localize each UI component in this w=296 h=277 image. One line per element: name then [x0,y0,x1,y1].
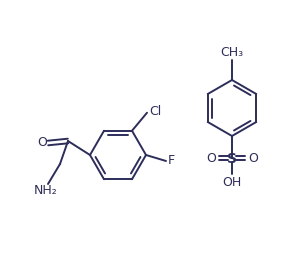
Text: O: O [206,152,216,165]
Text: O: O [248,152,258,165]
Text: S: S [227,152,237,166]
Text: F: F [168,155,175,168]
Text: OH: OH [222,176,242,189]
Text: O: O [37,137,47,150]
Text: NH₂: NH₂ [34,184,58,198]
Text: Cl: Cl [149,105,161,118]
Text: CH₃: CH₃ [221,47,244,60]
